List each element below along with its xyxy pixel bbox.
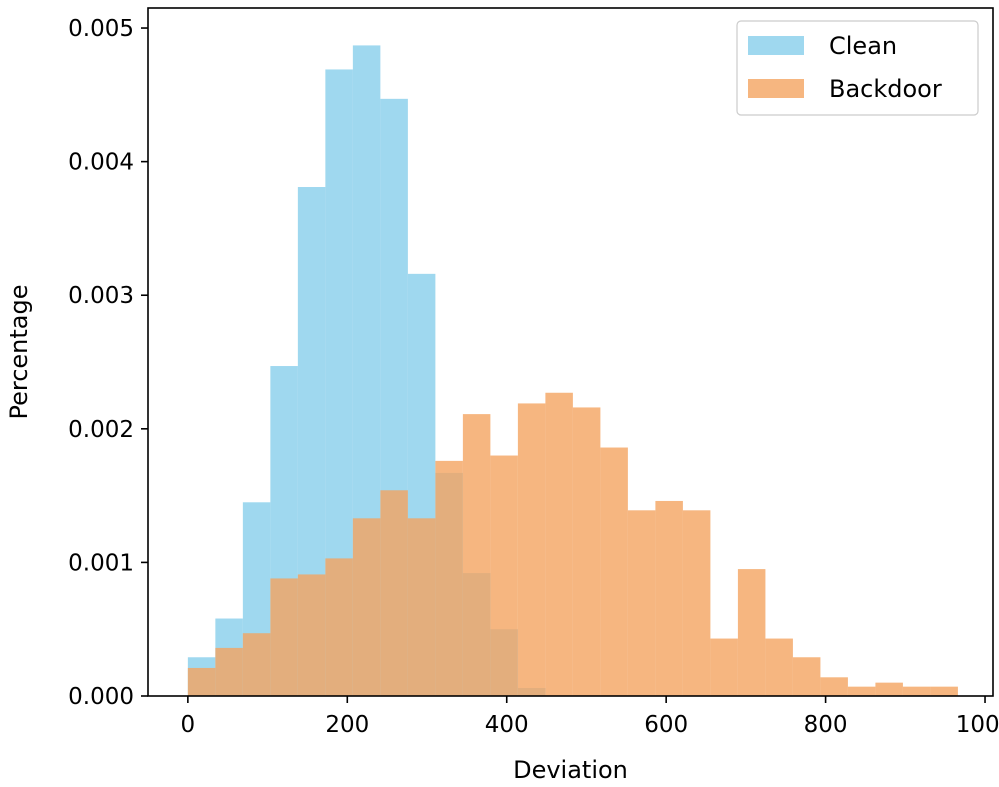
backdoor-bar [187,667,216,696]
backdoor-bar [710,638,738,696]
backdoor-bar [435,460,463,696]
legend-swatch-clean [748,36,804,55]
y-tick-label: 0.000 [68,684,134,710]
legend-swatch-backdoor [748,79,804,98]
backdoor-bar [545,392,573,696]
backdoor-bar [765,638,793,696]
backdoor-bar [655,500,683,696]
x-tick-label: 800 [804,712,848,738]
backdoor-bar [820,677,848,696]
x-tick-label: 600 [644,712,688,738]
backdoor-bar [270,578,298,696]
backdoor-bar [627,510,656,696]
x-tick-label: 200 [325,712,369,738]
backdoor-bar [242,633,271,696]
backdoor-bar [792,657,821,696]
plot-frame [147,7,994,697]
backdoor-bar [930,686,958,696]
backdoor-bar [215,647,243,696]
x-tick-label: 0 [181,712,196,738]
legend-label-clean: Clean [829,32,897,60]
legend: Clean Backdoor [736,20,979,116]
y-tick-label: 0.005 [68,16,134,42]
backdoor-bar [407,518,436,696]
backdoor-bar [847,686,876,696]
backdoor-bar [517,403,546,696]
backdoor-bar [380,490,408,696]
y-tick-label: 0.003 [68,283,134,309]
backdoor-bar [902,686,931,696]
legend-label-backdoor: Backdoor [829,75,942,103]
x-axis-title: Deviation [513,756,628,784]
backdoor-bar [737,569,766,696]
backdoor-bar [297,574,326,696]
y-axis-ticks: 0.000 0.001 0.002 0.003 0.004 0.005 [68,16,148,710]
y-tick-label: 0.001 [68,550,134,576]
backdoor-bar [325,558,353,696]
backdoor-bar [490,455,518,696]
y-tick-label: 0.004 [68,150,134,176]
y-tick-label: 0.002 [68,417,134,443]
backdoor-bar [572,407,601,696]
y-axis-title: Percentage [5,284,33,419]
backdoor-series-bars [187,392,958,696]
backdoor-bar [600,447,628,696]
backdoor-bar [682,510,711,696]
x-tick-label: 400 [485,712,529,738]
backdoor-bar [875,682,903,696]
backdoor-bar [462,414,491,696]
backdoor-bar [352,518,381,696]
